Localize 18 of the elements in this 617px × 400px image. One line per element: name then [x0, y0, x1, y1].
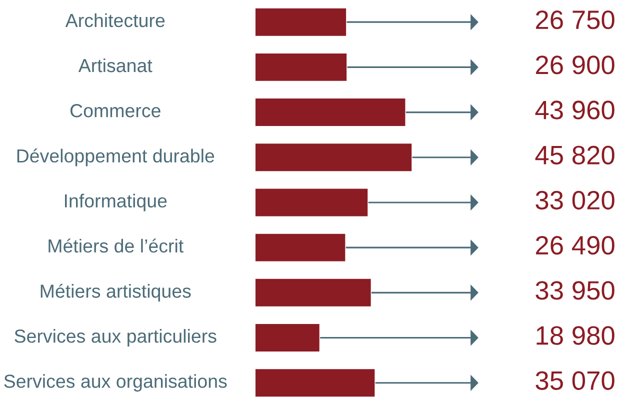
- y-tick-label: Services aux particuliers: [14, 329, 216, 347]
- data-label: 26 900: [536, 56, 614, 74]
- y-tick-label: Artisanat: [78, 58, 152, 72]
- data-label: 35 070: [536, 371, 614, 390]
- y-tick-label: Métiers de l’écrit: [48, 238, 184, 253]
- data-label: 33 950: [536, 281, 614, 300]
- data-label: 33 020: [536, 190, 614, 210]
- y-tick-label: Développement durable: [17, 148, 214, 166]
- y-tick-label: Commerce: [70, 104, 160, 118]
- data-label: 45 820: [535, 146, 614, 164]
- data-label: 26 750: [536, 10, 614, 30]
- y-tick-label: Informatique: [65, 194, 167, 212]
- y-tick-label: Architecture: [65, 13, 165, 28]
- data-label: 43 960: [535, 100, 614, 120]
- data-label: 18 980: [536, 326, 614, 345]
- y-tick-label: Métiers artistiques: [40, 284, 191, 302]
- data-label: 26 490: [536, 236, 614, 255]
- y-tick-label: Services aux organisations: [4, 374, 227, 392]
